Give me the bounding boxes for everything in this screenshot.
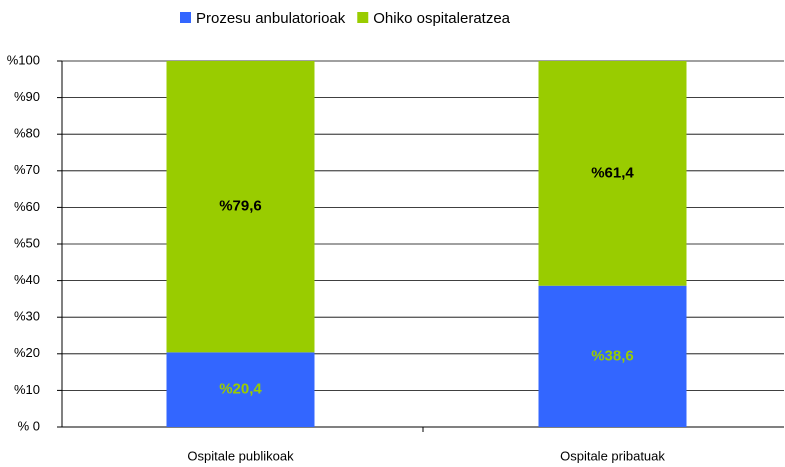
legend-label: Ohiko ospitaleratzea [373,10,510,27]
y-tick-label: %20 [14,345,40,360]
y-tick-label: %80 [14,126,40,141]
x-tick-label: Ospitale publikoak [187,448,294,463]
y-tick-label: %90 [14,89,40,104]
bar-segment [538,285,687,427]
y-tick-label: %100 [7,52,40,67]
value-label: %20,4 [219,381,262,398]
legend-label: Prozesu anbulatorioak [196,10,346,27]
y-tick-label: %30 [14,309,40,324]
y-tick-label: %60 [14,199,40,214]
legend-swatch [357,12,369,23]
legend-swatch [180,12,191,23]
value-label: %79,6 [219,198,262,215]
y-tick-label: %50 [14,235,40,250]
bar-segment [166,61,315,353]
y-tick-label: %70 [14,162,40,177]
value-label: %38,6 [591,347,634,364]
bar-segment [538,61,687,286]
bar-segment [166,352,315,427]
x-tick-label: Ospitale pribatuak [560,448,665,463]
y-tick-label: % 0 [18,418,40,433]
y-tick-label: %10 [14,382,40,397]
y-tick-label: %40 [14,272,40,287]
value-label: %61,4 [591,164,634,181]
